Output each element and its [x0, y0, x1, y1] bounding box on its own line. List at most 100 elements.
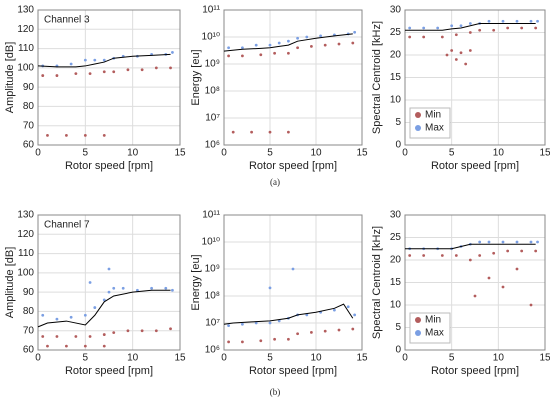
point [171, 51, 174, 54]
x-tick-label: 15 [174, 148, 186, 159]
y-tick-label: 10 [390, 95, 402, 106]
x-tick-label: 0 [402, 353, 408, 364]
y-axis-label: Amplitude [dB] [4, 247, 16, 319]
y-axis-label: Spectral Centroid [kHz] [371, 21, 383, 134]
point [296, 46, 299, 50]
point [478, 28, 482, 32]
point [41, 74, 45, 77]
x-axis-label: Rotor speed [rpm] [431, 160, 519, 172]
x-tick-label: 15 [356, 353, 368, 364]
point [506, 249, 510, 253]
point [69, 62, 73, 66]
point [287, 51, 290, 55]
point [296, 36, 299, 40]
point [102, 298, 106, 302]
y-tick-label: 20 [390, 50, 402, 61]
legend-label: Min [425, 110, 441, 121]
caption: (a) [270, 177, 280, 187]
y-tick-label: 100 [17, 267, 34, 278]
point [468, 258, 472, 262]
point [408, 35, 412, 39]
legend-label: Max [425, 328, 444, 339]
point [454, 58, 458, 61]
point [459, 51, 463, 55]
y-tick-label: 80 [23, 306, 35, 317]
point [287, 130, 290, 134]
y-tick-label: 10⁹ [205, 264, 220, 275]
point [353, 30, 357, 34]
x-tick-label: 10 [310, 148, 322, 159]
point [259, 53, 263, 57]
annotation: Channel 3 [44, 15, 90, 26]
y-tick-label: 80 [23, 101, 35, 112]
point [93, 58, 97, 62]
point [140, 68, 144, 72]
point [487, 19, 491, 23]
point [268, 286, 272, 290]
y-tick-label: 70 [23, 120, 35, 131]
caption: (b) [270, 387, 281, 397]
point [112, 286, 116, 290]
x-tick-label: 15 [356, 148, 368, 159]
point [254, 43, 258, 47]
point [534, 26, 538, 30]
point [536, 240, 539, 244]
point [454, 33, 458, 37]
y-tick-label: 130 [17, 5, 34, 16]
point [353, 313, 357, 317]
y-tick-label: 10⁸ [205, 291, 220, 302]
point [440, 254, 444, 257]
point [227, 340, 231, 344]
x-tick-label: 10 [310, 353, 322, 364]
point [268, 130, 272, 134]
point [319, 34, 322, 38]
legend-label: Max [425, 123, 444, 134]
trend-line [405, 23, 536, 31]
x-axis-label: Rotor speed [rpm] [65, 160, 153, 172]
y-tick-label: 110 [18, 248, 34, 259]
x-tick-label: 0 [221, 148, 227, 159]
y-tick-label: 30 [390, 210, 402, 221]
y-tick-label: 0 [395, 140, 401, 151]
point [454, 254, 458, 257]
point [492, 28, 496, 32]
y-tick-label: 110 [18, 43, 34, 54]
point [41, 313, 45, 317]
point [107, 290, 111, 294]
point [464, 62, 468, 66]
point [473, 294, 477, 298]
point [154, 329, 158, 333]
y-axis-label: Spectral Centroid [kHz] [371, 226, 383, 339]
plot-frame [404, 214, 546, 351]
point [74, 72, 78, 76]
point [88, 335, 92, 338]
x-tick-label: 15 [539, 353, 550, 364]
point [112, 331, 116, 335]
x-tick-label: 5 [267, 148, 273, 159]
point [169, 66, 172, 70]
x-tick-label: 0 [221, 353, 227, 364]
point [83, 133, 87, 137]
point [422, 35, 426, 39]
y-tick-label: 10⁶ [205, 140, 220, 151]
point [74, 335, 78, 338]
y-tick-label: 90 [23, 287, 35, 298]
y-tick-label: 120 [17, 229, 34, 240]
x-tick-label: 0 [35, 353, 41, 364]
point [273, 51, 276, 55]
point [436, 26, 440, 30]
point [291, 267, 295, 271]
x-tick-label: 10 [127, 148, 139, 159]
point [305, 35, 309, 39]
point [277, 319, 281, 323]
plot-frame [37, 214, 181, 351]
x-tick-label: 15 [539, 148, 550, 159]
point [164, 286, 168, 290]
point [268, 321, 272, 325]
y-tick-label: 0 [395, 345, 401, 356]
point [501, 285, 505, 289]
point [154, 66, 158, 70]
y-tick-label: 10⁶ [205, 345, 220, 356]
x-axis-label: Rotor speed [rpm] [431, 365, 519, 377]
y-tick-label: 30 [390, 5, 402, 16]
